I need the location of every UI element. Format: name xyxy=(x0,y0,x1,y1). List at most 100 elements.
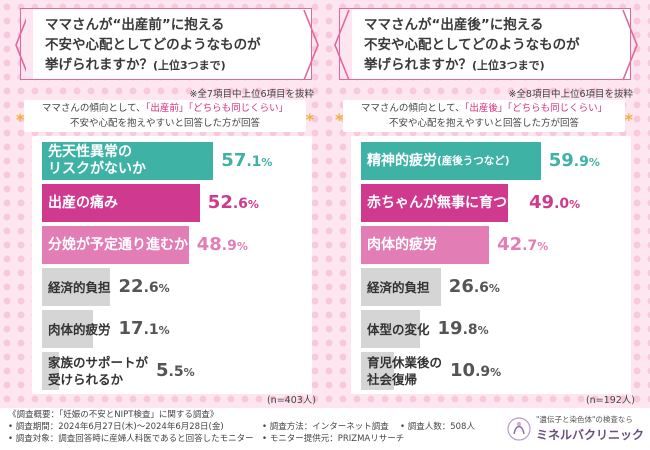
bar xyxy=(42,184,200,222)
bar-category-line: 受けられるか xyxy=(48,372,124,387)
question-line-2: 不安や心配としてどのようなものが xyxy=(45,37,261,53)
bar-category-label: 分娩が予定通り進むか xyxy=(48,226,188,264)
value-integer: 59 xyxy=(548,150,574,171)
question-box: ママさんが“出産後”に抱える 不安や心配としてどのようなものが 挙げられますか？… xyxy=(339,8,631,80)
value-integer: 5 xyxy=(156,360,169,381)
question-line-3: 挙げられますか？ xyxy=(45,57,153,73)
question-suffix: (上位3つまで) xyxy=(153,59,226,72)
bar-category-line: 家族のサポートが xyxy=(48,355,149,370)
bar-category-line: 経済的負担 xyxy=(48,279,111,295)
bar-row: 出産の痛み 52.6% xyxy=(32,184,312,222)
bar-category-line: (産後うつなど) xyxy=(437,154,510,167)
question-box: ママさんが“出産前”に抱える 不安や心配としてどのようなものが 挙げられますか？… xyxy=(20,8,312,80)
bar-value-label: 22.6% xyxy=(119,268,170,306)
value-unit: % xyxy=(477,324,489,337)
bar-category-label: 精神的疲労 (産後うつなど) xyxy=(367,142,510,180)
sample-size: (n=403人) xyxy=(266,395,316,406)
bar-value-label: 42.7% xyxy=(497,226,548,264)
bracket-right-icon xyxy=(622,9,638,81)
bar-category-line: 経済的負担 xyxy=(367,279,430,295)
question-text: ママさんが“出産前”に抱える 不安や心配としてどのようなものが 挙げられますか？… xyxy=(45,15,301,76)
bar-category-label: 肉体的疲労 xyxy=(48,310,111,348)
right-panel: ママさんが“出産後”に抱える 不安や心配としてどのようなものが 挙げられますか？… xyxy=(329,8,641,408)
bar-value-label: 57.1% xyxy=(221,142,272,180)
bar-row: 赤ちゃんが無事に育つか 49.0% xyxy=(351,184,631,222)
bar-category-label: 経済的負担 xyxy=(48,268,111,306)
bar-category-line: 分娩が予定通り進むか xyxy=(48,236,188,253)
value-integer: 10 xyxy=(450,360,476,381)
survey-target: • 調査対象：調査回答時に産婦人科医であると回答したモニター xyxy=(8,434,254,444)
bar-chart-before: 先天性異常の リスクがないか 57.1% 出産の痛み 52.6% 分娩が予定通り進むか 48… xyxy=(32,136,312,394)
survey-period: • 調査期間：2024年6月27日(木)〜2024年6月28日(金) xyxy=(8,422,224,432)
value-unit: % xyxy=(537,240,549,253)
footer: 《調査概要：「妊娠の不安とNIPT検査」に関する調査》 • 調査期間：2024年… xyxy=(0,408,650,450)
value-integer: 57 xyxy=(221,150,247,171)
bar-value-label: 19.8% xyxy=(438,310,489,348)
bar-category-label: 出産の痛み xyxy=(48,184,118,222)
bar-row: 分娩が予定通り進むか 48.9% xyxy=(32,226,312,264)
bar-category-line: 赤ちゃんが無事に育つか xyxy=(367,194,521,211)
bar-category-line: 精神的疲労 xyxy=(367,152,437,169)
value-unit: % xyxy=(247,198,259,211)
bar-category-label: 肉体的疲労 xyxy=(367,226,437,264)
value-decimal: .5 xyxy=(168,364,184,380)
bar-row: 精神的疲労 (産後うつなど) 59.9% xyxy=(351,142,631,180)
bracket-left-icon xyxy=(334,9,350,81)
value-unit: % xyxy=(488,282,500,295)
subtitle-highlight: 「出産前」「どちらも同じくらい」 xyxy=(145,103,289,114)
bar xyxy=(361,352,394,390)
question-line-1: ママさんが“出産後”に抱える xyxy=(364,17,544,33)
question-line-3: 挙げられますか？ xyxy=(364,57,472,73)
value-unit: % xyxy=(183,366,195,379)
bar-row: 育児休業後の 社会復帰 10.9% xyxy=(351,352,631,390)
star-icon: * xyxy=(16,110,25,129)
subtitle-line-1: ママさんの傾向として、 xyxy=(41,103,146,114)
bar-row: 肉体的疲労 17.1% xyxy=(32,310,312,348)
subtitle-box: * * ママさんの傾向として、「出産後」「どちらも同じくらい」 不安や心配を抱え… xyxy=(335,100,633,132)
star-icon: * xyxy=(305,110,314,129)
value-decimal: .6 xyxy=(473,280,489,296)
survey-method: • 調査方法：インターネット調査 xyxy=(262,422,389,432)
bar xyxy=(361,310,421,348)
value-integer: 26 xyxy=(448,276,474,297)
bar-category-label: 家族のサポートが 受けられるか xyxy=(48,352,148,390)
bracket-right-icon xyxy=(303,9,319,81)
value-decimal: .1 xyxy=(143,322,159,338)
bar-row: 経済的負担 22.6% xyxy=(32,268,312,306)
bar-category-line: 肉体的疲労 xyxy=(367,236,437,253)
value-unit: % xyxy=(261,156,273,169)
bar-value-label: 5.5% xyxy=(156,352,195,390)
bar xyxy=(42,226,189,264)
value-decimal: .9 xyxy=(573,154,589,170)
bar-value-label: 48.9% xyxy=(197,226,248,264)
logo-tagline: "遺伝子と染色体"の検査なら xyxy=(536,415,633,424)
subtitle-highlight: 「出産後」「どちらも同じくらい」 xyxy=(464,103,608,114)
note-text: ※全8項目中上位6項目を抜粋 xyxy=(508,89,633,100)
value-decimal: .9 xyxy=(475,364,491,380)
value-integer: 42 xyxy=(497,234,523,255)
survey-count: • 調査人数：508人 xyxy=(400,422,475,432)
bar-category-line: 肉体的疲労 xyxy=(48,321,111,337)
logo-name: ミネルバクリニック xyxy=(536,428,645,442)
bar-category-line: 出産の痛み xyxy=(48,194,118,211)
value-decimal: .0 xyxy=(554,196,570,212)
question-suffix: (上位3つまで) xyxy=(472,59,545,72)
bar-row: 家族のサポートが 受けられるか 5.5% xyxy=(32,352,312,390)
value-unit: % xyxy=(158,282,170,295)
clinic-logo-icon xyxy=(507,417,531,441)
bar-chart-after: 精神的疲労 (産後うつなど) 59.9% 赤ちゃんが無事に育つか 49.0% 肉体的疲労 4… xyxy=(351,136,631,394)
value-decimal: .9 xyxy=(221,238,237,254)
clinic-logo: "遺伝子と染色体"の検査なら ミネルバクリニック xyxy=(500,412,645,446)
value-integer: 22 xyxy=(118,276,144,297)
bar-category-line: 社会復帰 xyxy=(367,372,418,387)
bar-category-label: 体型の変化 xyxy=(367,310,430,348)
survey-summary: 《調査概要：「妊娠の不安とNIPT検査」に関する調査》 xyxy=(8,410,219,420)
subtitle-line-2: 不安や心配を抱えやすいと回答した方が回答 xyxy=(388,118,579,129)
question-line-2: 不安や心配としてどのようなものが xyxy=(364,37,580,53)
note-text: ※全7項目中上位6項目を抜粋 xyxy=(189,89,314,100)
value-integer: 49 xyxy=(529,192,555,213)
star-icon: * xyxy=(335,110,344,129)
value-unit: % xyxy=(158,324,170,337)
bar-category-label: 経済的負担 xyxy=(367,268,430,306)
value-unit: % xyxy=(490,366,502,379)
